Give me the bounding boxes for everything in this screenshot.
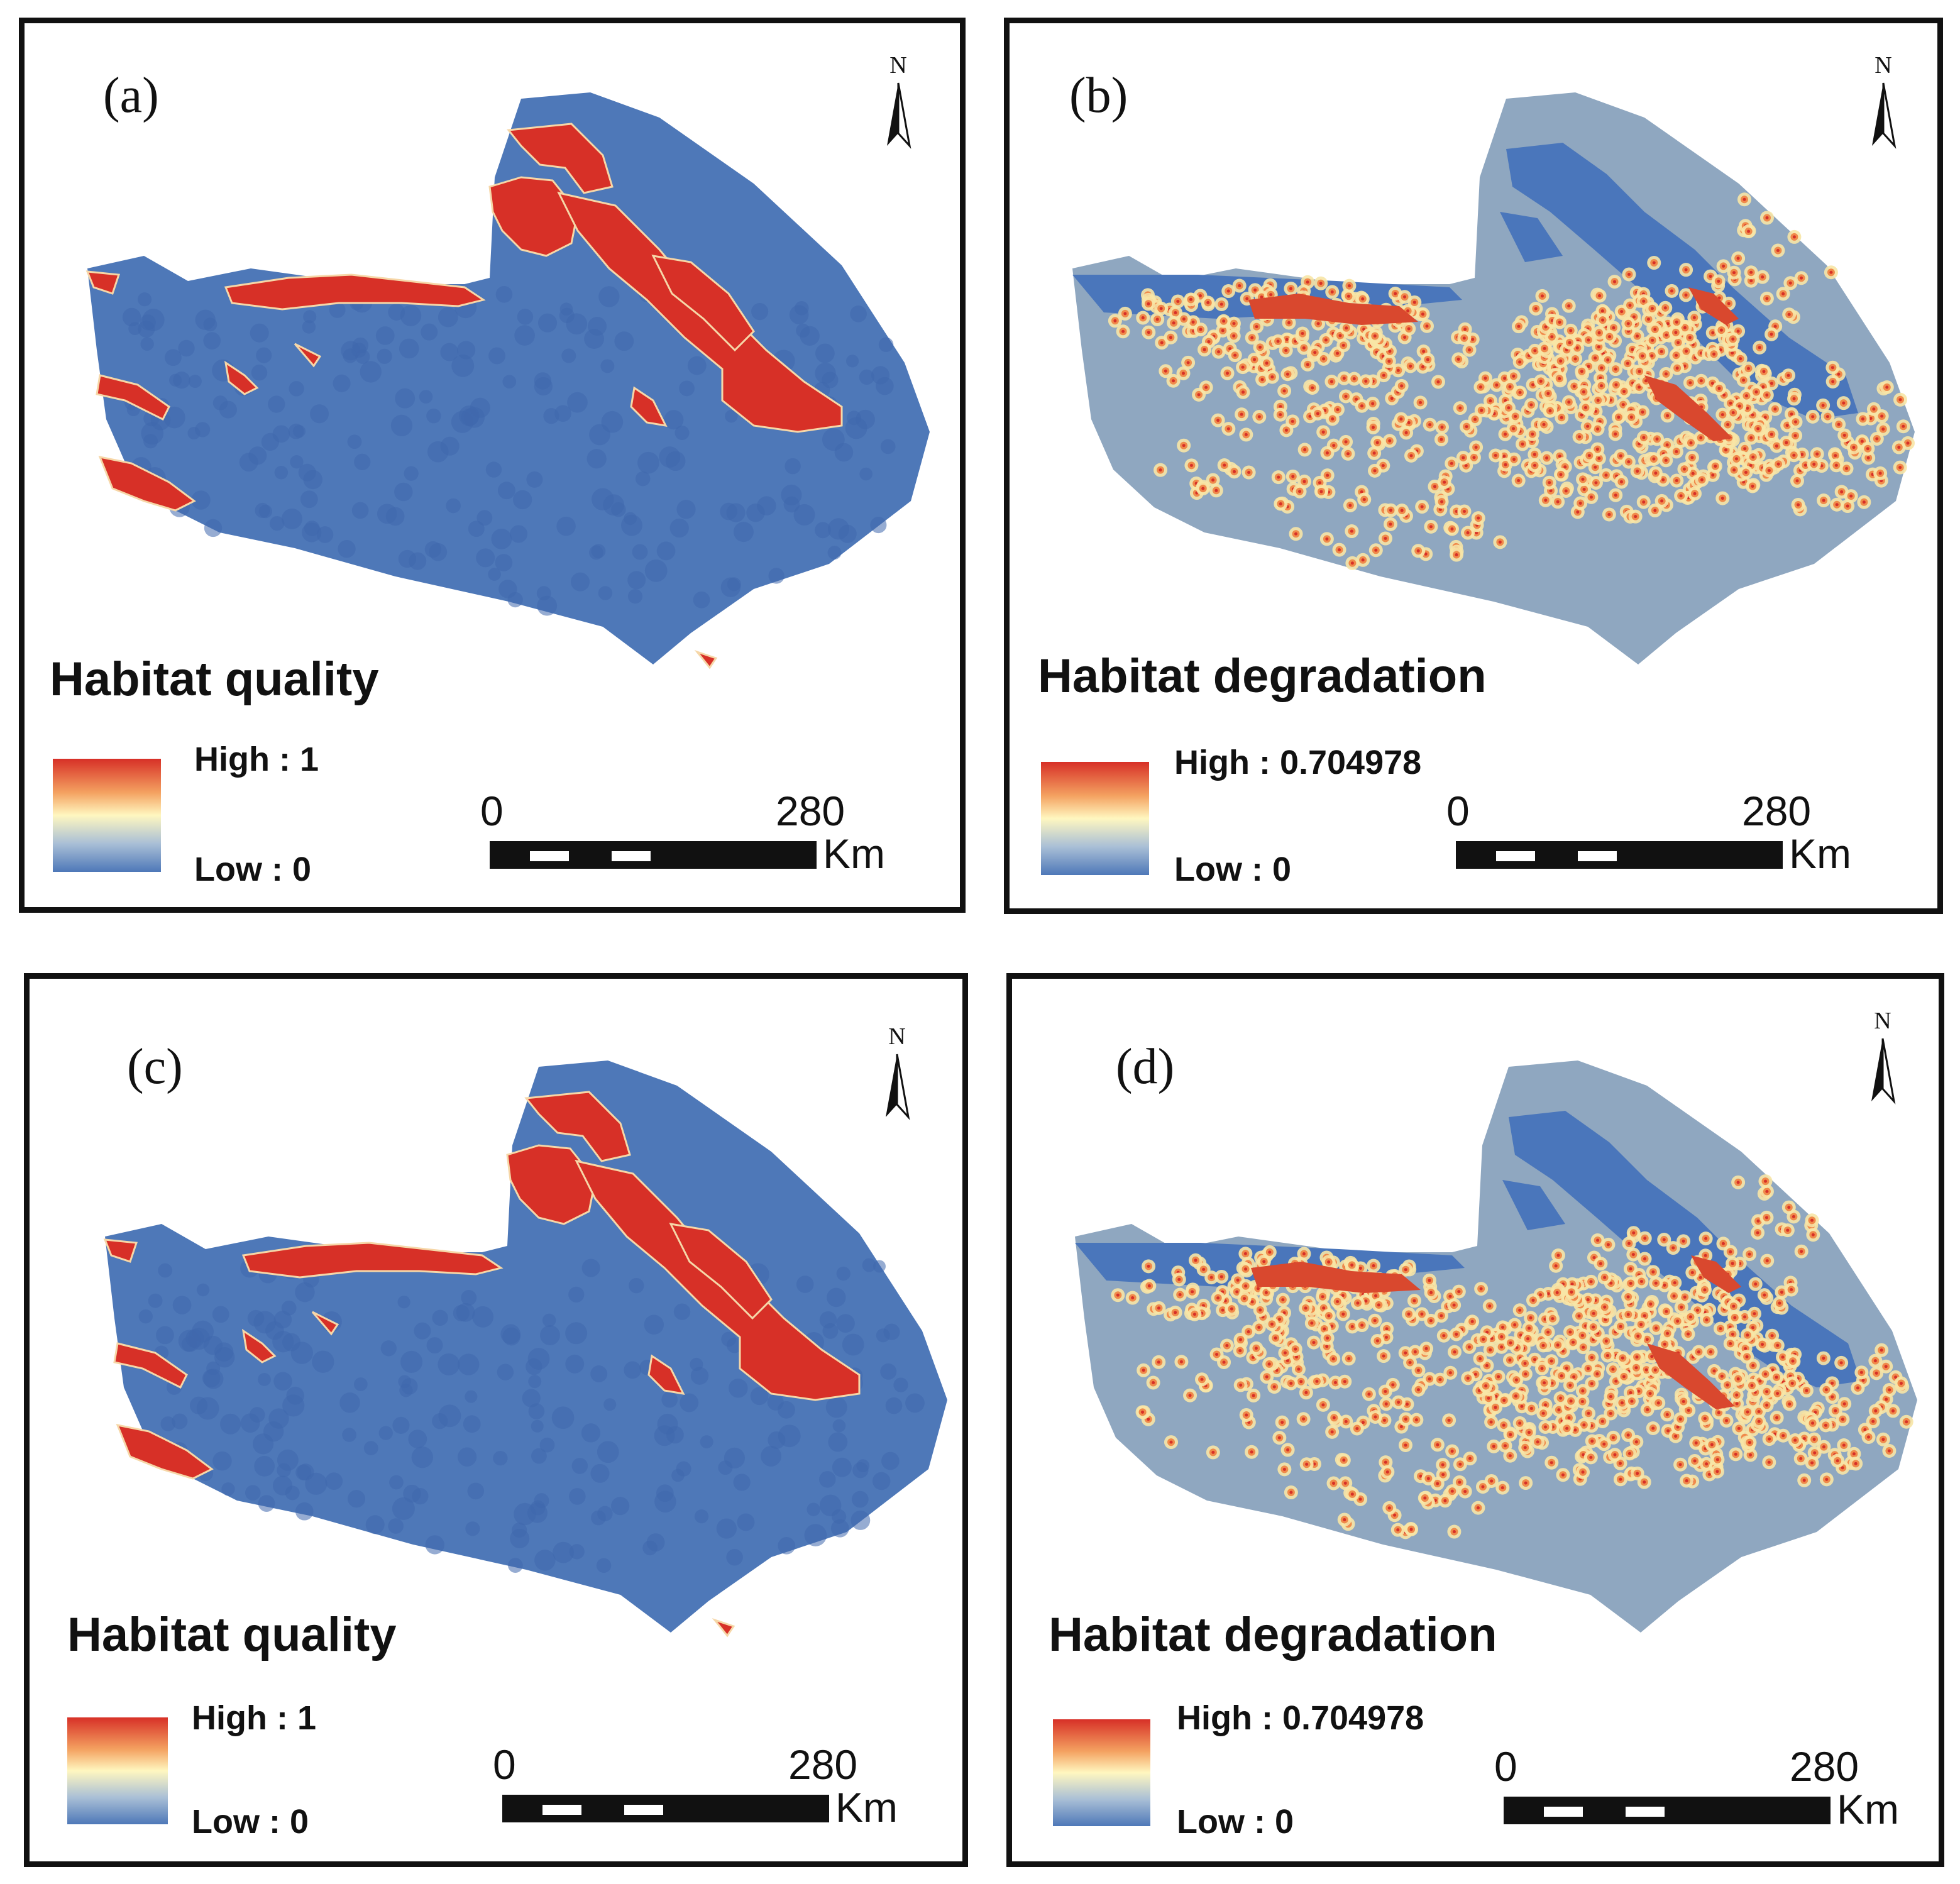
map-a [85,92,930,669]
scale-zero: 0 [480,788,504,834]
scale-zero: 0 [493,1741,516,1788]
north-label: N [1874,1008,1891,1034]
scale-unit: Km [823,830,885,877]
scale-zero: 0 [1494,1743,1517,1790]
legend-low: Low : 0 [1177,1803,1294,1841]
scale-unit: Km [835,1784,898,1831]
panel-label: (b) [1069,68,1128,123]
panel-title: Habitat degradation [1038,649,1487,703]
legend-low: Low : 0 [1174,851,1291,888]
map-c [103,1060,947,1638]
map-b [1072,92,1915,664]
legend-high: High : 0.704978 [1174,744,1422,781]
legend-high: High : 0.704978 [1177,1699,1424,1737]
panel-a: (a) N Habitat quality High : 1 Low : 0 0… [19,18,966,913]
scale-bar: 0 280 Km [1494,1743,1899,1837]
north-arrow-icon: N [872,1023,922,1130]
legend-ramp [1053,1719,1150,1826]
scale-zero: 0 [1446,788,1470,834]
map-d [1075,1060,1917,1633]
scale-unit: Km [1789,830,1851,877]
panel-title: Habitat degradation [1049,1608,1497,1661]
legend-low: Low : 0 [192,1803,309,1841]
legend-ramp [53,759,161,872]
scale-max: 280 [1790,1743,1859,1790]
scale-bar: 0 280 Km [1446,787,1851,881]
legend-ramp [1041,762,1149,875]
scale-bar: 0 280 Km [493,1741,898,1835]
scale-bar: 0 280 Km [480,787,885,881]
panel-label: (a) [103,68,159,123]
legend-low: Low : 0 [194,851,311,888]
panel-label: (c) [127,1039,183,1094]
legend-high: High : 1 [192,1699,316,1737]
scale-unit: Km [1837,1786,1899,1832]
panel-b: (b) N Habitat degradation High : 0.70497… [1004,18,1943,914]
panel-d: (d) N Habitat degradation High : 0.70497… [1006,973,1944,1867]
panel-label: (d) [1116,1039,1175,1094]
panel-title: Habitat quality [67,1608,397,1661]
legend-high: High : 1 [194,741,319,778]
north-arrow-icon: N [1858,52,1908,158]
north-label: N [889,52,907,79]
scale-max: 280 [776,788,845,834]
north-arrow-icon: N [873,52,923,158]
legend-ramp [67,1717,168,1824]
panel-title: Habitat quality [50,653,379,706]
north-label: N [1875,52,1892,79]
north-arrow-icon: N [1858,1007,1908,1114]
north-label: N [888,1023,906,1050]
scale-max: 280 [1742,788,1812,834]
panel-c: (c) N Habitat quality High : 1 Low : 0 0… [24,973,968,1867]
scale-max: 280 [788,1741,858,1788]
